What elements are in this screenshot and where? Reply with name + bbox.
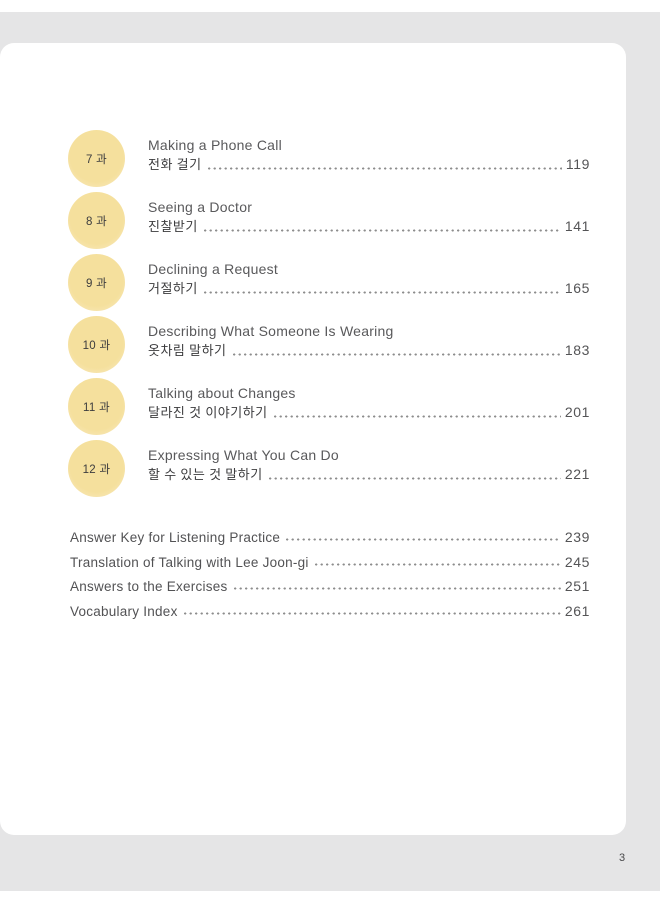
lesson-title-english: Declining a Request [148, 261, 279, 277]
backmatter-title: Translation of Talking with Lee Joon-gi [70, 554, 309, 570]
lesson-number-badge: 10 과 [68, 316, 125, 373]
lesson-page-number: 183 [564, 342, 590, 358]
backmatter-row: Answer Key for Listening Practice 239 [70, 521, 590, 545]
backmatter-row: Answers to the Exercises 251 [70, 570, 590, 594]
lesson-page-number: 119 [565, 156, 590, 172]
lesson-number-badge: 12 과 [68, 440, 125, 497]
lesson-page-number: 221 [564, 466, 590, 482]
toc-entry-lesson-7: 7 과 Making a Phone Call 전화 걸기 119 [68, 130, 590, 187]
dot-leader [286, 538, 561, 542]
dot-leader [203, 229, 561, 232]
dot-leader [203, 291, 561, 294]
page-folio-number: 3 [618, 852, 626, 864]
lesson-number-badge: 7 과 [68, 130, 125, 187]
book-page: 7 과 Making a Phone Call 전화 걸기 119 8 과 Se… [0, 43, 626, 835]
backmatter-row: Translation of Talking with Lee Joon-gi … [70, 545, 590, 570]
lesson-page-number: 165 [564, 280, 590, 296]
dot-leader [183, 611, 561, 615]
lesson-number-label: 7 과 [85, 153, 108, 166]
lesson-subtitle-korean: 전화 걸기 [148, 157, 202, 172]
dot-leader [273, 415, 561, 418]
toc-entry-lesson-12: 12 과 Expressing What You Can Do 할 수 있는 것… [68, 440, 590, 497]
dot-leader [268, 477, 561, 480]
lesson-subtitle-row: 달라진 것 이야기하기 201 [148, 403, 590, 422]
lesson-subtitle-korean: 달라진 것 이야기하기 [148, 405, 268, 420]
lesson-subtitle-row: 옷차림 말하기 183 [148, 341, 590, 360]
lesson-subtitle-korean: 거절하기 [148, 281, 198, 296]
toc-entry-text: Making a Phone Call 전화 걸기 119 [148, 130, 590, 174]
toc-entry-text: Describing What Someone Is Wearing 옷차림 말… [148, 316, 590, 360]
toc-entry-text: Declining a Request 거절하기 165 [148, 254, 590, 298]
lesson-number-label: 10 과 [82, 339, 111, 352]
lesson-number-badge: 9 과 [68, 254, 125, 311]
dot-leader [314, 562, 561, 566]
lesson-number-label: 11 과 [83, 401, 110, 414]
lesson-number-badge: 8 과 [68, 192, 125, 249]
lesson-subtitle-row: 거절하기 165 [148, 279, 590, 298]
lesson-page-number: 201 [564, 404, 590, 420]
lesson-title-english: Making a Phone Call [148, 137, 282, 153]
toc-entry-lesson-11: 11 과 Talking about Changes 달라진 것 이야기하기 2… [68, 378, 590, 435]
toc-entry-text: Seeing a Doctor 진찰받기 141 [148, 192, 590, 236]
backmatter-page-number: 245 [564, 553, 590, 570]
backmatter-title: Vocabulary Index [70, 603, 178, 619]
lesson-subtitle-korean: 진찰받기 [148, 219, 198, 234]
lesson-subtitle-row: 전화 걸기 119 [148, 155, 590, 174]
toc-entry-lesson-10: 10 과 Describing What Someone Is Wearing … [68, 316, 590, 373]
lesson-subtitle-korean: 할 수 있는 것 말하기 [148, 467, 263, 482]
lesson-subtitle-row: 진찰받기 141 [148, 217, 590, 236]
backmatter-page-number: 251 [564, 578, 590, 595]
lesson-number-label: 9 과 [85, 277, 108, 290]
backmatter-page-number: 239 [564, 529, 590, 546]
backmatter-page-number: 261 [564, 602, 590, 619]
dot-leader [232, 353, 561, 356]
lesson-title-english: Seeing a Doctor [148, 199, 253, 215]
dot-leader [207, 167, 562, 170]
lesson-subtitle-korean: 옷차림 말하기 [148, 343, 227, 358]
lesson-page-number: 141 [564, 218, 590, 234]
lesson-number-badge: 11 과 [68, 378, 125, 435]
lesson-title-english: Talking about Changes [148, 385, 296, 401]
toc-entry-lesson-9: 9 과 Declining a Request 거절하기 165 [68, 254, 590, 311]
lesson-subtitle-row: 할 수 있는 것 말하기 221 [148, 465, 590, 484]
lesson-title-english: Describing What Someone Is Wearing [148, 323, 394, 339]
backmatter-title: Answer Key for Listening Practice [70, 530, 281, 546]
backmatter-row: Vocabulary Index 261 [70, 594, 590, 619]
lesson-number-label: 8 과 [85, 215, 108, 228]
lesson-title-english: Expressing What You Can Do [148, 447, 339, 463]
toc-entry-lesson-8: 8 과 Seeing a Doctor 진찰받기 141 [68, 192, 590, 249]
dot-leader [233, 587, 561, 591]
toc-lesson-list: 7 과 Making a Phone Call 전화 걸기 119 8 과 Se… [68, 130, 590, 497]
toc-entry-text: Talking about Changes 달라진 것 이야기하기 201 [148, 378, 590, 422]
toc-backmatter-list: Answer Key for Listening Practice 239 Tr… [70, 521, 590, 619]
backmatter-title: Answers to the Exercises [70, 579, 228, 595]
lesson-number-label: 12 과 [82, 463, 111, 476]
toc-entry-text: Expressing What You Can Do 할 수 있는 것 말하기 … [148, 440, 590, 484]
